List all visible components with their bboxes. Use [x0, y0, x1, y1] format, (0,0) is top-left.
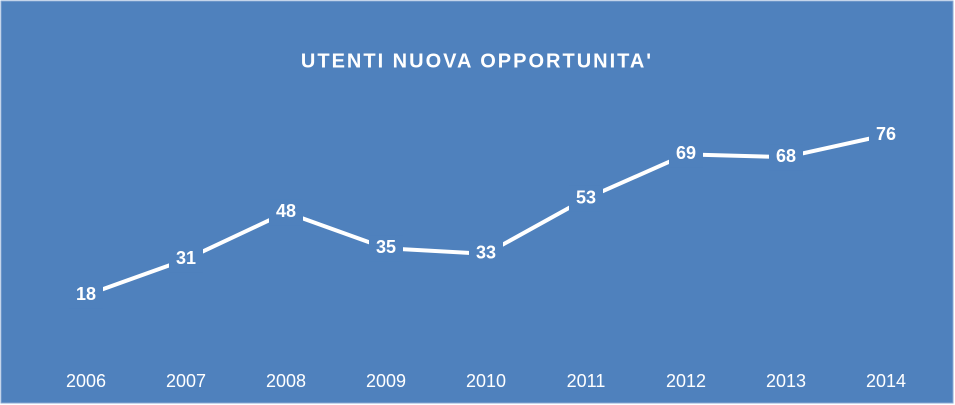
data-label: 69 — [676, 143, 696, 163]
label-background — [669, 141, 703, 168]
label-background — [769, 144, 803, 171]
data-label: 68 — [776, 146, 796, 166]
data-label: 53 — [576, 187, 596, 207]
data-label: 33 — [476, 243, 496, 263]
data-label: 76 — [876, 124, 896, 144]
label-background — [569, 185, 603, 212]
chart-title: UTENTI NUOVA OPPORTUNITA' — [301, 50, 653, 72]
x-tick-label: 2009 — [366, 371, 406, 391]
label-background — [169, 246, 203, 273]
x-tick-label: 2007 — [166, 371, 206, 391]
label-background — [469, 240, 503, 267]
x-tick-label: 2008 — [266, 371, 306, 391]
data-label: 31 — [176, 248, 196, 268]
x-tick-label: 2006 — [66, 371, 106, 391]
x-tick-label: 2011 — [567, 371, 606, 391]
data-label: 48 — [276, 201, 296, 221]
label-background — [269, 199, 303, 226]
x-tick-label: 2012 — [666, 371, 706, 391]
label-background — [369, 235, 403, 262]
label-background — [69, 282, 103, 309]
data-label: 35 — [376, 237, 396, 257]
x-tick-label: 2013 — [766, 371, 806, 391]
x-tick-label: 2014 — [866, 371, 906, 391]
x-tick-label: 2010 — [466, 371, 506, 391]
label-background — [869, 122, 903, 148]
data-label: 18 — [76, 284, 96, 304]
